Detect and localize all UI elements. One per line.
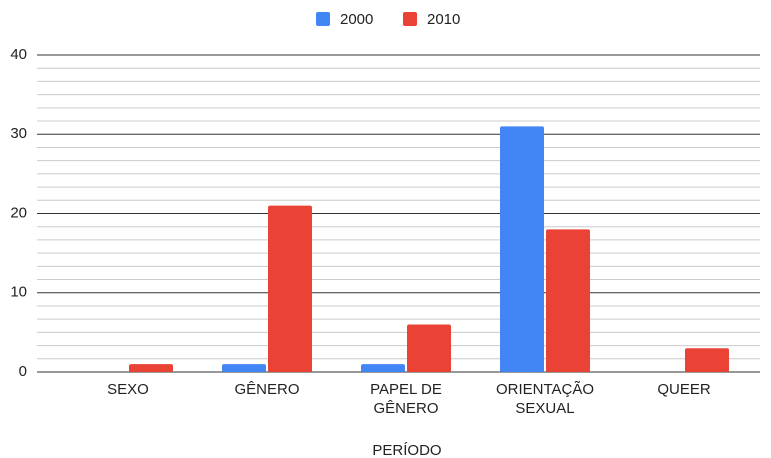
legend-label: 2000 [340,11,373,28]
bar [500,126,544,372]
bar [685,348,729,372]
bar [129,364,173,372]
x-tick-label: ORIENTAÇÃO SEXUAL [495,381,595,417]
y-tick-label: 40 [10,46,27,63]
x-tick-label: QUEER [657,381,711,398]
x-tick-label: SEXO [107,381,149,398]
y-tick-label: 10 [10,284,27,301]
legend-swatch [403,12,417,26]
x-tick-label: GÊNERO [234,381,300,398]
y-tick-label: 20 [10,204,27,221]
bar [407,324,451,372]
legend-label: 2010 [427,11,460,28]
bar [546,229,590,372]
bar [268,205,312,372]
bar [361,364,405,372]
legend-swatch [316,12,330,26]
y-tick-label: 30 [10,125,27,142]
y-tick-label: 0 [19,363,27,380]
bar [222,364,266,372]
x-tick-label: PAPEL DE GÊNERO [370,381,442,417]
x-axis-title: PERÍODO [372,442,441,458]
